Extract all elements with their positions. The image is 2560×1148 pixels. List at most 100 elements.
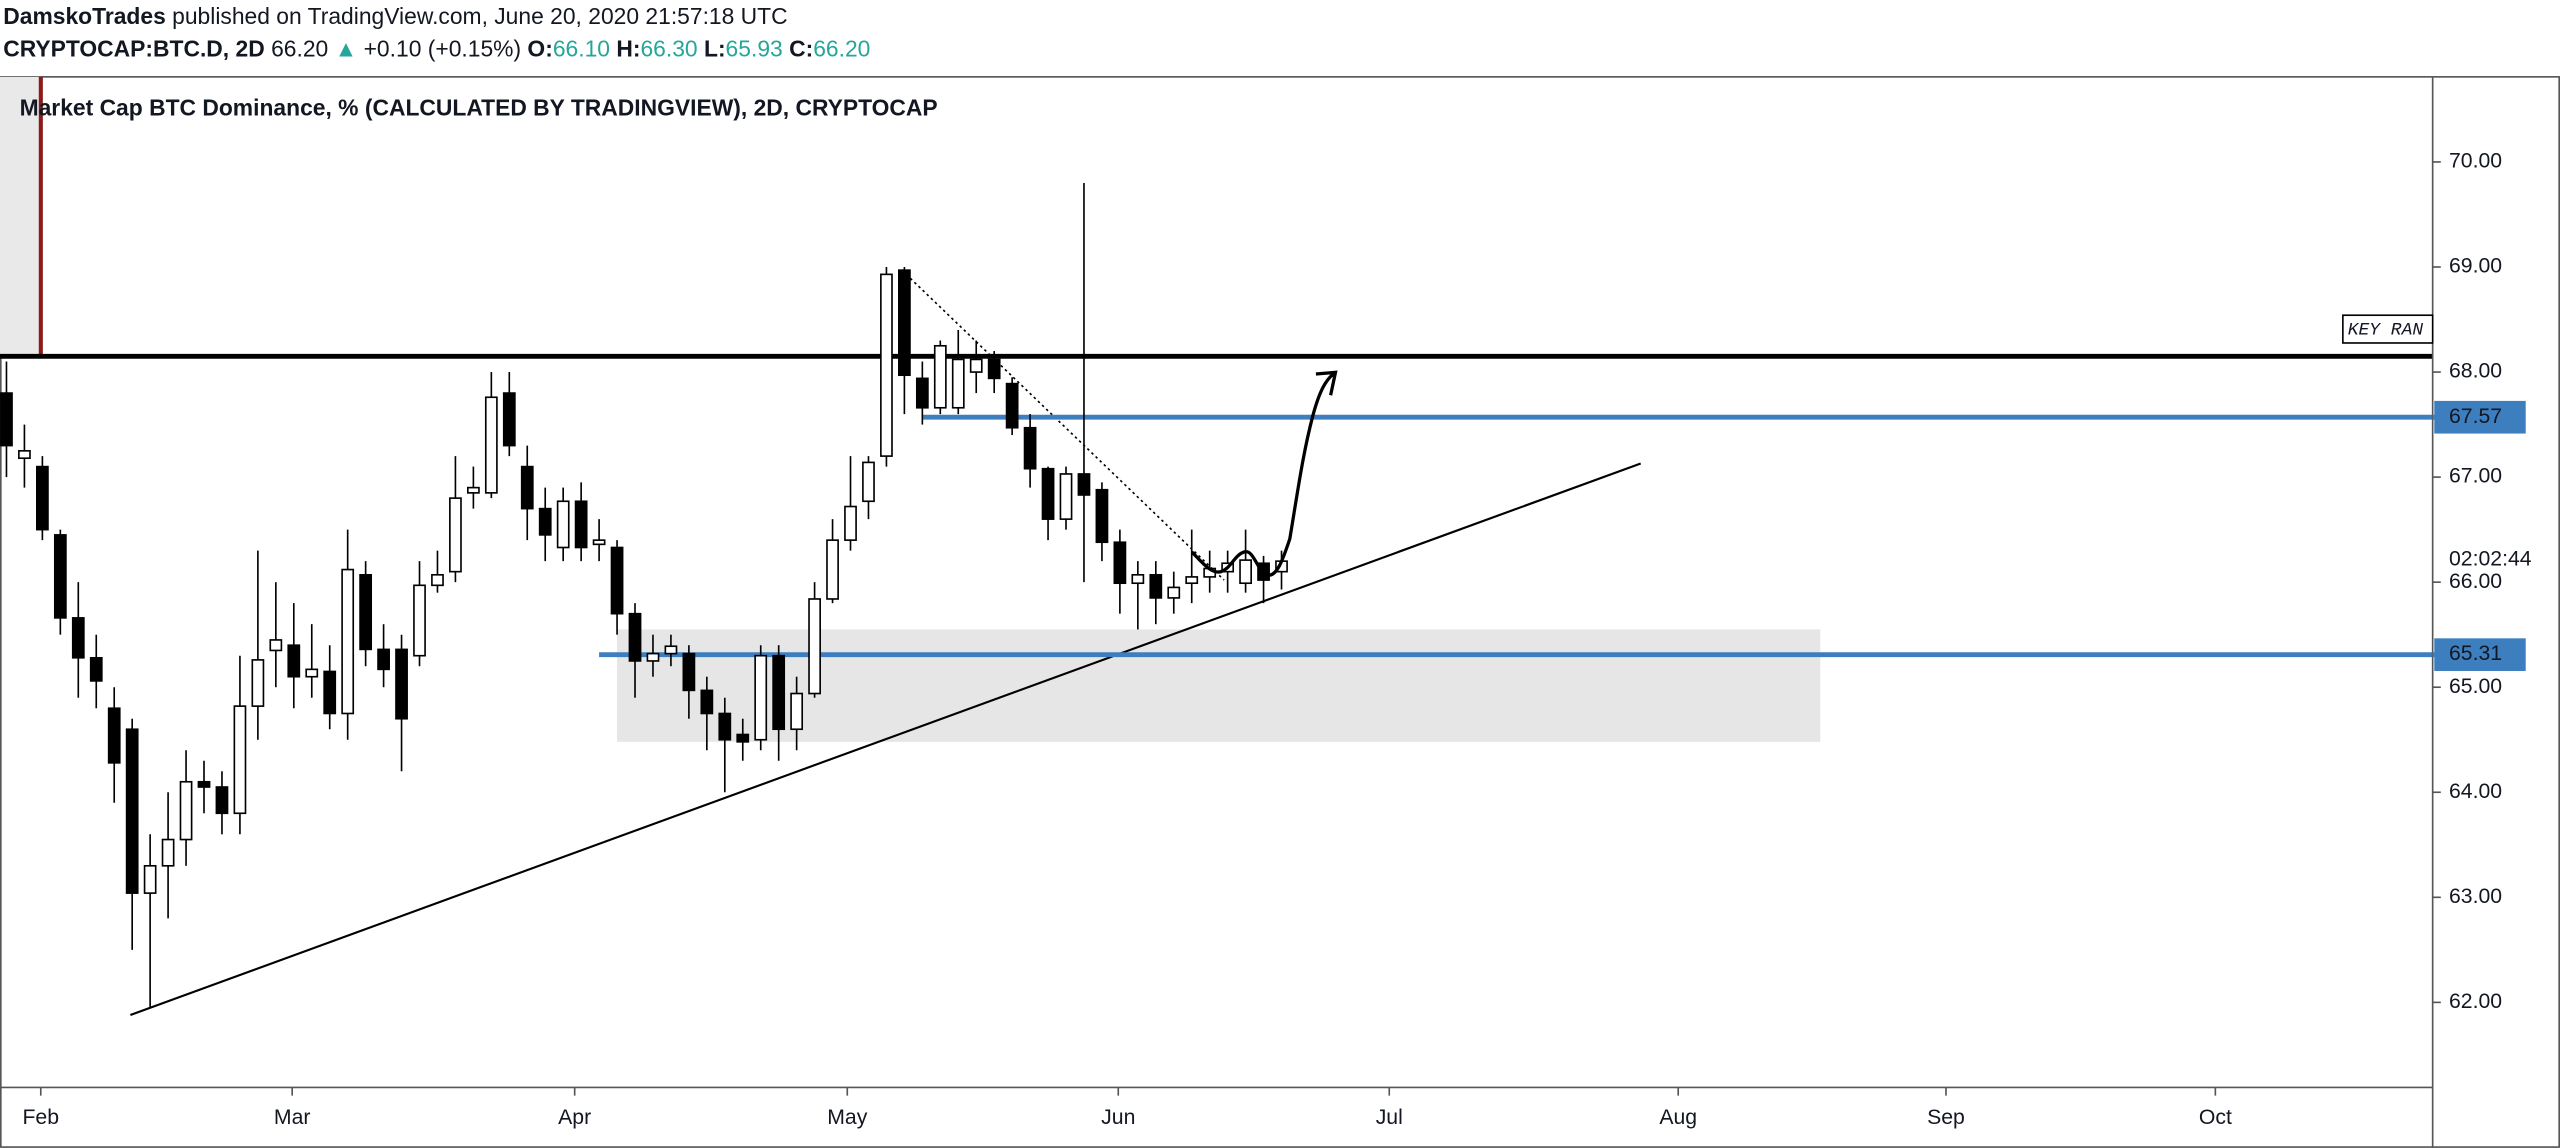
candle-body xyxy=(1149,573,1163,599)
candle-body xyxy=(790,692,804,731)
l: 65.93 xyxy=(726,36,783,62)
x-tick-label: May xyxy=(827,1106,867,1129)
candle-body xyxy=(736,733,750,743)
symbol: CRYPTOCAP:BTC.D, 2D xyxy=(3,36,264,62)
candle-body xyxy=(772,654,786,731)
x-tick-label: Mar xyxy=(274,1106,311,1129)
candle-body xyxy=(1059,473,1073,520)
candle-body xyxy=(1113,541,1127,585)
h: 66.30 xyxy=(640,36,697,62)
candle-body xyxy=(969,358,983,373)
candle-body xyxy=(574,500,588,549)
candle-body xyxy=(1185,576,1199,585)
level-label: 65.31 xyxy=(2449,642,2502,665)
l-label: L: xyxy=(704,36,726,62)
chart-frame xyxy=(0,76,2560,1148)
y-tick-label: 66.00 xyxy=(2449,570,2502,593)
x-tick-label: Feb xyxy=(22,1106,59,1129)
arrow: ▲ xyxy=(335,36,358,62)
candle-body xyxy=(395,648,408,720)
candle-body xyxy=(35,465,49,531)
candle-body xyxy=(556,500,570,549)
y-tick-label: 69.00 xyxy=(2449,255,2502,278)
header-line-2: CRYPTOCAP:BTC.D, 2D 66.20 ▲ +0.10 (+0.15… xyxy=(3,36,870,62)
candle-body xyxy=(107,707,121,764)
author: DamskoTrades xyxy=(3,3,166,29)
candle-body xyxy=(484,396,498,494)
x-tick-label: Aug xyxy=(1659,1106,1697,1129)
candle-body xyxy=(251,659,265,707)
plot-area xyxy=(0,182,2433,1016)
candle-body xyxy=(664,645,678,655)
published: published on TradingView.com, June 20, 2… xyxy=(166,3,788,29)
x-tick-label: Apr xyxy=(558,1106,591,1129)
last: 66.20 xyxy=(271,36,328,62)
candle-body xyxy=(628,612,642,662)
candle-body xyxy=(89,656,103,682)
candle-body xyxy=(1023,426,1037,470)
candle-body xyxy=(143,864,157,894)
candle-body xyxy=(341,568,355,715)
candle-body xyxy=(520,465,534,510)
y-tick-label: 64.00 xyxy=(2449,780,2502,803)
candle-body xyxy=(933,344,947,409)
candle-body xyxy=(1239,559,1252,585)
hand-drawn-arrow xyxy=(1190,370,1338,577)
shaded-region xyxy=(0,76,41,355)
candle-body xyxy=(233,705,247,815)
candle-body xyxy=(898,269,911,377)
candle-body xyxy=(1167,586,1181,599)
candle-body xyxy=(1077,473,1091,496)
candle-body xyxy=(862,461,875,503)
candle-body xyxy=(215,786,229,815)
candle-body xyxy=(413,584,426,657)
candle-body xyxy=(880,273,893,457)
candle-body xyxy=(431,573,444,587)
candle-body xyxy=(808,598,821,695)
y-tick-label: 67.00 xyxy=(2449,465,2502,488)
x-tick-label: Jun xyxy=(1101,1106,1135,1129)
candle-body xyxy=(915,377,929,409)
h-label: H: xyxy=(616,36,640,62)
candle-body xyxy=(467,486,480,494)
candle-body xyxy=(1005,382,1019,429)
header-line-1: DamskoTrades published on TradingView.co… xyxy=(3,3,787,29)
candle-body xyxy=(287,644,301,678)
y-tick-label: 68.00 xyxy=(2449,360,2502,383)
note-label: KEY RAN xyxy=(2348,321,2424,341)
y-tick-label: 70.00 xyxy=(2449,150,2502,173)
candle-body xyxy=(179,780,193,841)
candle-body xyxy=(987,358,1001,380)
c-label: C: xyxy=(789,36,813,62)
candle-body xyxy=(71,617,85,659)
candle-body xyxy=(610,546,624,615)
candle-body xyxy=(305,668,319,678)
candle-body xyxy=(323,670,337,715)
candle-body xyxy=(161,838,175,867)
c: 66.20 xyxy=(813,36,870,62)
o: 66.10 xyxy=(553,36,610,62)
candle-body xyxy=(0,392,13,447)
candle-body xyxy=(359,573,373,651)
candle-body xyxy=(125,728,139,894)
o-label: O: xyxy=(527,36,552,62)
note-box xyxy=(2342,314,2434,344)
level-label-box xyxy=(2434,400,2526,434)
level-label-box xyxy=(2434,638,2526,671)
candle-body xyxy=(844,505,857,541)
countdown: 02:02:44 xyxy=(2449,548,2532,571)
candle-body xyxy=(718,712,732,741)
chart-title: Market Cap BTC Dominance, % (CALCULATED … xyxy=(20,95,938,121)
trendline xyxy=(130,462,1642,1016)
candle-body xyxy=(53,534,67,619)
y-tick-label: 62.00 xyxy=(2449,990,2502,1013)
x-tick-label: Oct xyxy=(2199,1106,2232,1129)
y-tick-label: 63.00 xyxy=(2449,885,2502,908)
candle-body xyxy=(1131,573,1145,585)
candle-body xyxy=(826,539,839,600)
level-label: 67.57 xyxy=(2449,405,2502,428)
y-tick-label: 65.00 xyxy=(2449,675,2502,698)
candle-body xyxy=(646,652,660,662)
